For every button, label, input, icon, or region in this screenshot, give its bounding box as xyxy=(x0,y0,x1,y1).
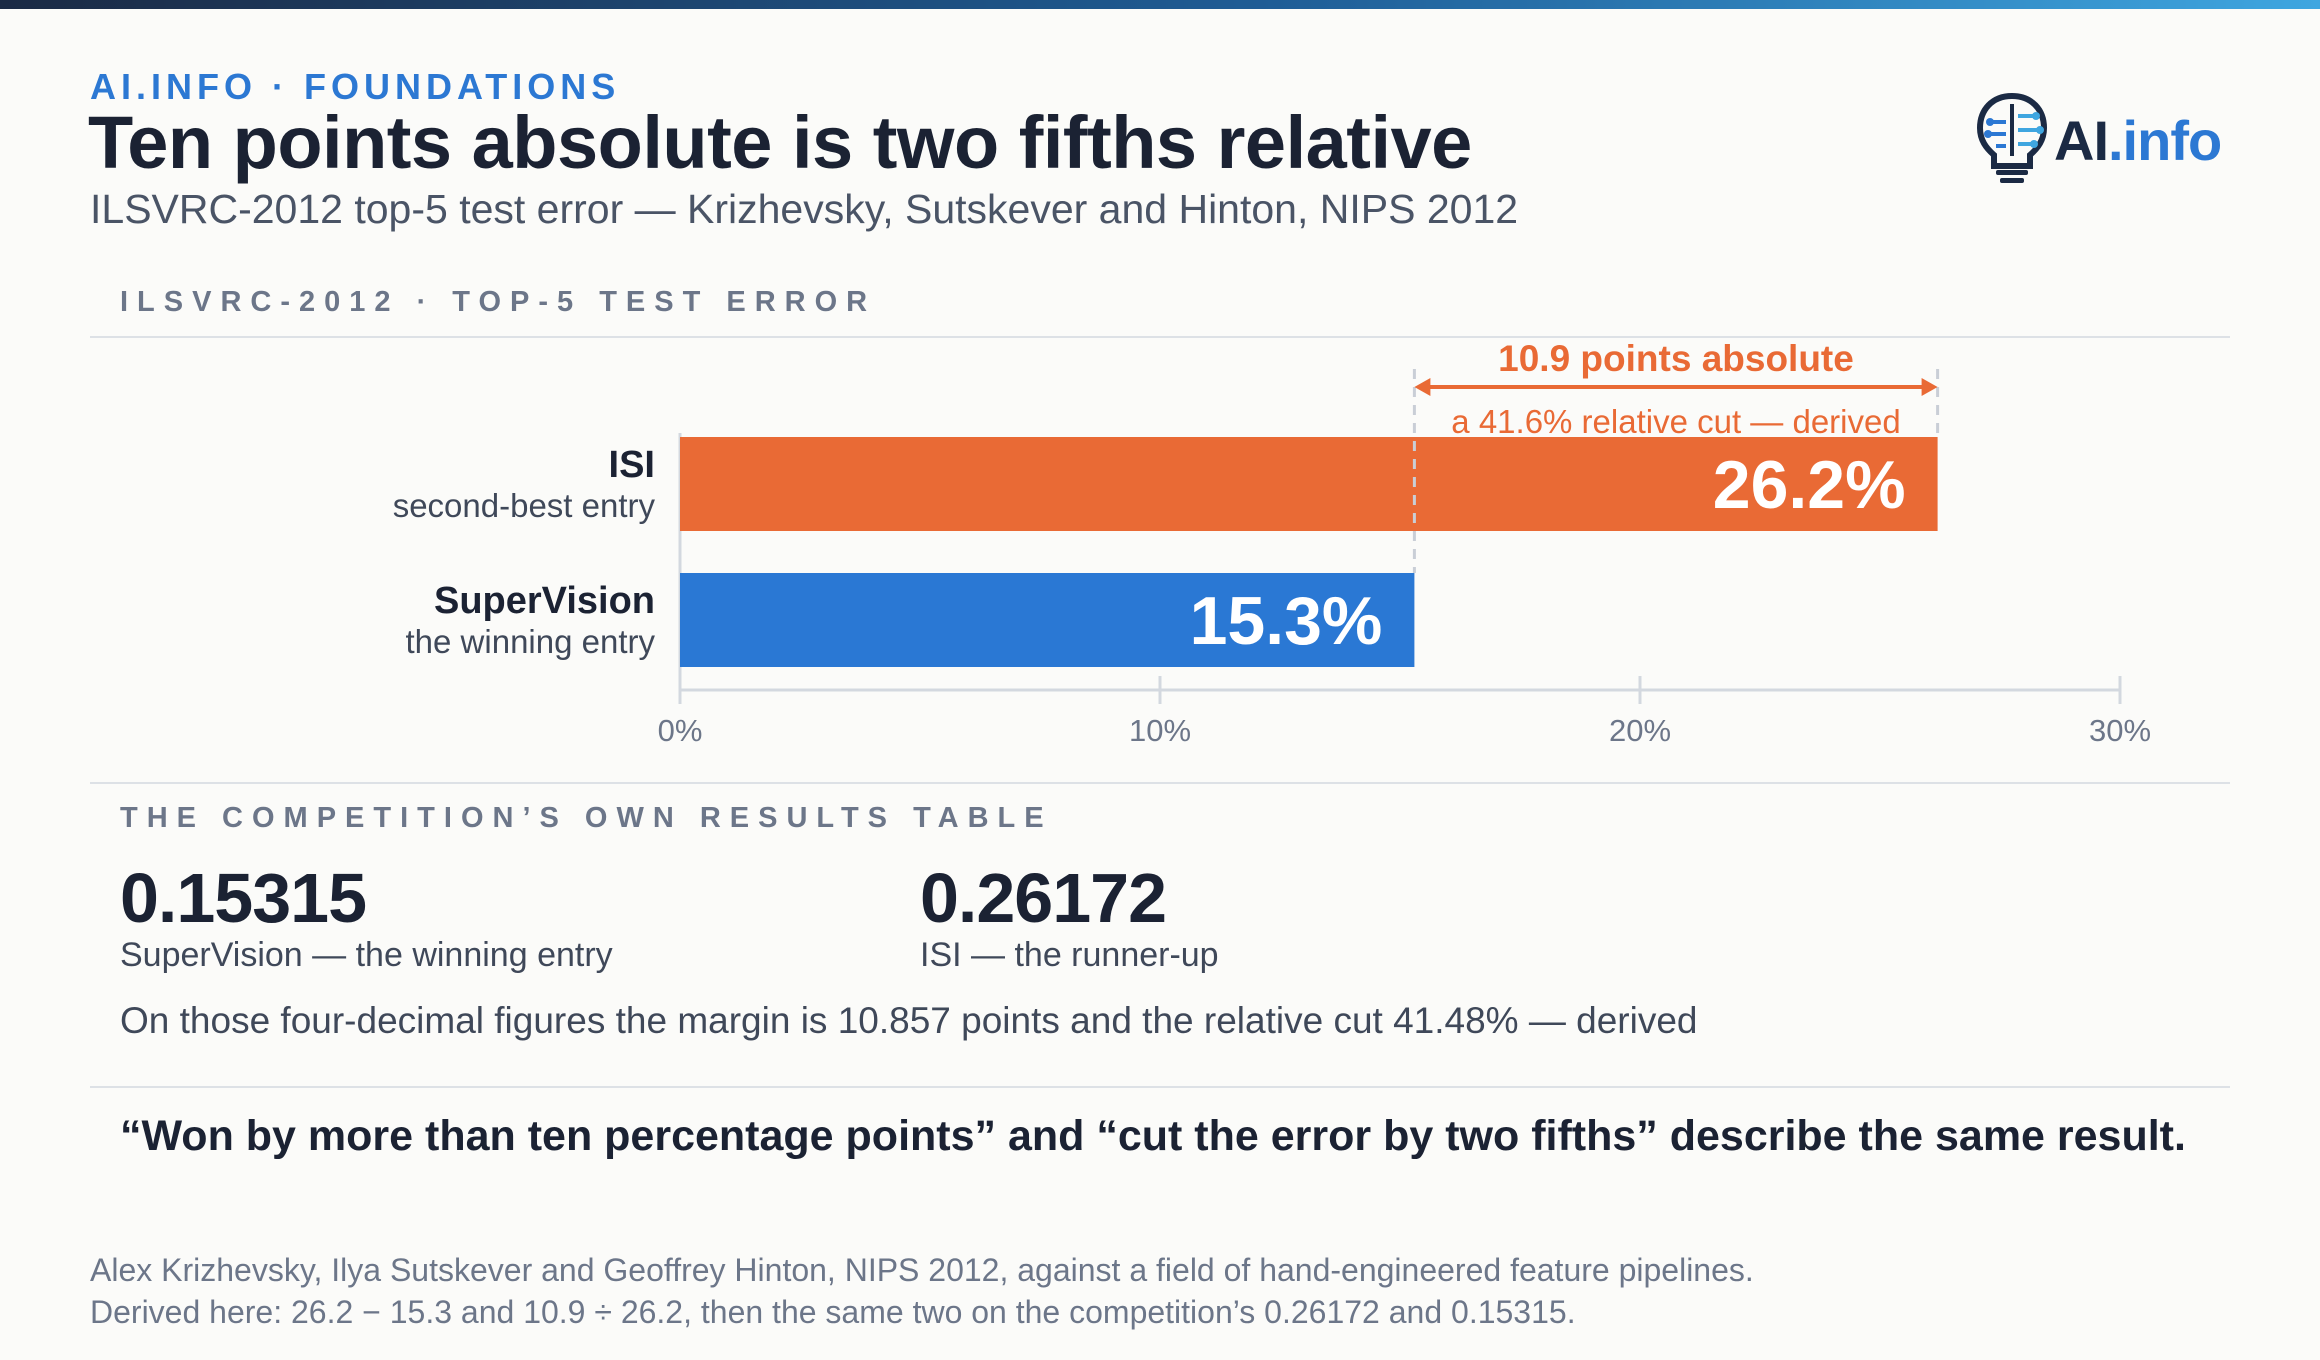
chart-annotation-group: 10.9 points absolute a 41.6% relative cut… xyxy=(1412,338,1940,573)
ai-info-logo: AI.info xyxy=(1972,90,2232,186)
margin-arrowhead-right xyxy=(1921,378,1938,396)
category-subtitle: the winning entry xyxy=(406,623,656,660)
results-section-label: THE COMPETITION’S OWN RESULTS TABLE xyxy=(120,802,1053,834)
kicker: AI.INFO · FOUNDATIONS xyxy=(90,66,621,107)
margin-sublabel: a 41.6% relative cut — derived xyxy=(1451,403,1900,440)
page-subtitle: ILSVRC-2012 top-5 test error — Krizhevsk… xyxy=(90,186,1519,232)
derived-margin-note: On those four-decimal figures the margin… xyxy=(120,1000,1698,1041)
chart-section-label: ILSVRC-2012 · TOP-5 TEST ERROR xyxy=(120,286,877,318)
runner-up-score: 0.26172 xyxy=(920,859,1167,937)
divider xyxy=(90,782,2230,784)
bar-supervision xyxy=(680,573,1415,667)
category-subtitle: second-best entry xyxy=(393,487,656,524)
divider xyxy=(90,1086,2230,1088)
x-tick-label: 0% xyxy=(658,713,703,748)
winner-score-caption: SuperVision — the winning entry xyxy=(120,936,613,974)
top-accent-bar xyxy=(0,0,2320,9)
page-title: Ten points absolute is two fifths relati… xyxy=(88,101,1472,184)
x-tick-label: 20% xyxy=(1609,713,1671,748)
lightbulb-brain-icon xyxy=(1976,92,2048,183)
logo-wordmark: AI.info xyxy=(2054,109,2222,172)
runner-up-score-caption: ISI — the runner-up xyxy=(920,936,1219,974)
x-tick-label: 30% xyxy=(2089,713,2151,748)
bar-value-label: 15.3% xyxy=(1190,583,1383,659)
margin-label: 10.9 points absolute xyxy=(1498,338,1854,379)
x-tick-label: 10% xyxy=(1129,713,1191,748)
category-label: SuperVision xyxy=(434,580,655,622)
bar-value-label: 26.2% xyxy=(1713,447,1906,523)
footnote-derivation: Derived here: 26.2 − 15.3 and 10.9 ÷ 26.… xyxy=(90,1294,1576,1330)
margin-arrowhead-left xyxy=(1414,378,1431,396)
pull-quote: “Won by more than ten percentage points”… xyxy=(120,1112,2186,1160)
divider xyxy=(90,336,2230,338)
winner-score: 0.15315 xyxy=(120,859,367,937)
category-label: ISI xyxy=(609,444,655,486)
footnote-source: Alex Krizhevsky, Ilya Sutskever and Geof… xyxy=(90,1252,1754,1288)
bar-isi xyxy=(680,437,1938,531)
chart-axis-group: 0% 10% 20% 30% xyxy=(658,433,2151,748)
